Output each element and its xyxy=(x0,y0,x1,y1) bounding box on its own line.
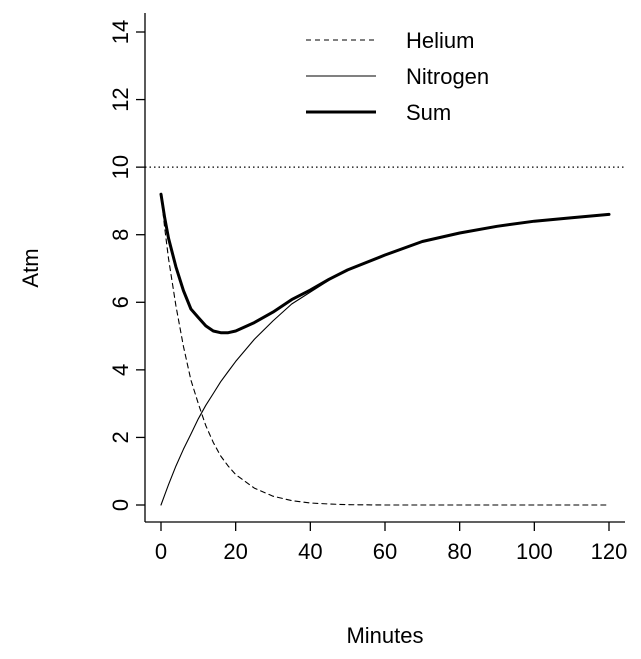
y-tick-label: 2 xyxy=(108,431,133,443)
x-axis-label: Minutes xyxy=(346,623,423,648)
y-tick-label: 14 xyxy=(108,20,133,44)
y-tick-label: 8 xyxy=(108,229,133,241)
x-tick-label: 120 xyxy=(591,539,628,564)
legend-label-nitrogen: Nitrogen xyxy=(406,64,489,89)
x-tick-label: 40 xyxy=(298,539,322,564)
series-line-helium xyxy=(160,193,610,506)
legend-label-helium: Helium xyxy=(406,28,474,53)
y-axis-label: Atm xyxy=(18,248,43,287)
series-line-nitrogen xyxy=(160,213,610,506)
x-tick-label: 20 xyxy=(223,539,247,564)
y-tick-label: 0 xyxy=(108,499,133,511)
legend-label-sum: Sum xyxy=(406,100,451,125)
x-tick-label: 0 xyxy=(155,539,167,564)
series-layer xyxy=(159,192,611,506)
y-tick-label: 4 xyxy=(108,364,133,376)
y-tick-label: 10 xyxy=(108,155,133,179)
x-tick-label: 80 xyxy=(447,539,471,564)
axis-layer: 0 20 40 60 80 100 120 0 2 4 6 8 10 12 14 xyxy=(108,13,627,564)
legend: Helium Nitrogen Sum xyxy=(306,28,489,125)
x-tick-label: 60 xyxy=(373,539,397,564)
series-line-sum xyxy=(159,192,611,335)
x-tick-label: 100 xyxy=(516,539,553,564)
y-tick-label: 6 xyxy=(108,296,133,308)
y-tick-label: 12 xyxy=(108,87,133,111)
